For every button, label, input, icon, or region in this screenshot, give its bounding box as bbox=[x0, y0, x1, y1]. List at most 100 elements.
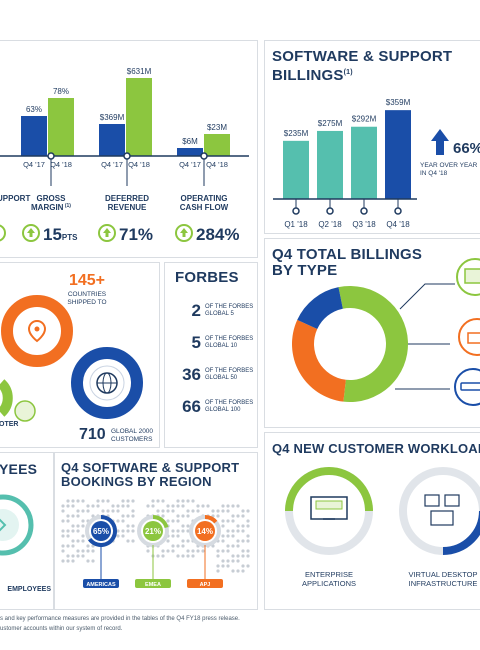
app-window-icon bbox=[315, 500, 343, 510]
map-dot bbox=[236, 524, 240, 528]
map-dot bbox=[171, 519, 175, 523]
map-dot bbox=[81, 554, 85, 558]
map-dot bbox=[96, 504, 100, 508]
map-dot bbox=[226, 509, 230, 513]
map-dot bbox=[126, 529, 130, 533]
map-dot bbox=[246, 564, 250, 568]
countries-text-1: COUNTRIES bbox=[68, 291, 107, 298]
map-dot bbox=[116, 534, 120, 538]
region-tag bbox=[135, 579, 171, 588]
map-dot bbox=[191, 549, 195, 553]
value-label-prior: $369M bbox=[100, 113, 125, 122]
forbes-line-2: GLOBAL 100 bbox=[205, 407, 241, 413]
billing-bar bbox=[351, 126, 377, 199]
map-dot bbox=[241, 524, 245, 528]
vm-icon bbox=[424, 494, 440, 507]
map-dot bbox=[171, 549, 175, 553]
map-dot bbox=[191, 554, 195, 558]
bar-prior bbox=[99, 124, 125, 156]
map-dot bbox=[76, 514, 80, 518]
map-dot bbox=[246, 519, 250, 523]
metric-unit: PTS bbox=[62, 233, 78, 242]
software-support-panel: SOFTWARE & SUPPORT BILLINGS(1) $235M Q1 '… bbox=[264, 40, 480, 234]
map-dot bbox=[126, 504, 130, 508]
map-dot bbox=[171, 529, 175, 533]
map-dot bbox=[71, 504, 75, 508]
arrow-up-icon bbox=[27, 228, 35, 237]
map-pin-dot bbox=[34, 326, 40, 332]
x-label-current: Q4 '18 bbox=[206, 160, 228, 169]
map-dot bbox=[231, 559, 235, 563]
map-dot bbox=[171, 504, 175, 508]
desktop-icon bbox=[430, 510, 454, 526]
map-dot bbox=[121, 519, 125, 523]
map-dot bbox=[196, 549, 200, 553]
map-dot bbox=[236, 504, 240, 508]
billing-x-label: Q2 '18 bbox=[318, 220, 342, 229]
map-dot bbox=[86, 549, 90, 553]
value-label-prior: 63% bbox=[26, 105, 42, 114]
tick-dot bbox=[326, 207, 334, 215]
region-label: EMEA bbox=[145, 582, 161, 588]
map-dot bbox=[236, 569, 240, 573]
map-dot bbox=[221, 504, 225, 508]
map-dot bbox=[246, 539, 250, 543]
map-dot bbox=[111, 504, 115, 508]
employees-graphic: EMPLOYEES bbox=[0, 494, 51, 593]
workload-ring bbox=[442, 510, 480, 555]
map-dot bbox=[71, 499, 75, 503]
map-dot bbox=[181, 499, 185, 503]
value-label-prior: $6M bbox=[182, 137, 198, 146]
map-dot bbox=[216, 564, 220, 568]
map-dot bbox=[201, 549, 205, 553]
map-dot bbox=[166, 519, 170, 523]
map-dot bbox=[186, 554, 190, 558]
map-dot bbox=[121, 499, 125, 503]
billing-value-label: $292M bbox=[352, 115, 377, 124]
map-dot bbox=[156, 554, 160, 558]
map-dot bbox=[246, 509, 250, 513]
map-dot bbox=[226, 519, 230, 523]
map-dot bbox=[231, 519, 235, 523]
employees-ring bbox=[0, 494, 34, 556]
map-dot bbox=[126, 514, 130, 518]
map-dot bbox=[61, 534, 65, 538]
map-dot bbox=[226, 529, 230, 533]
metric-value: 71% bbox=[119, 225, 153, 244]
map-dot bbox=[116, 504, 120, 508]
map-dot bbox=[66, 554, 70, 558]
badge-icon bbox=[14, 400, 36, 422]
metric-label: GROSS bbox=[37, 194, 67, 203]
forbes-item: 5 OF THE FORBES GLOBAL 10 bbox=[173, 333, 257, 361]
arrow-up-icon bbox=[180, 228, 188, 237]
workload-label-1: ENTERPRISE bbox=[305, 570, 353, 579]
forbes-line-1: OF THE FORBES bbox=[205, 304, 254, 310]
x-label-prior: Q4 '17 bbox=[23, 160, 45, 169]
connector-dot bbox=[123, 152, 131, 160]
map-dot bbox=[226, 549, 230, 553]
title-line-2: BOOKINGS BY REGION bbox=[61, 474, 212, 489]
customers-text-1: GLOBAL 2000 bbox=[111, 428, 153, 435]
map-dot bbox=[231, 554, 235, 558]
map-dot bbox=[206, 504, 210, 508]
bar-current bbox=[48, 98, 74, 156]
map-dot bbox=[176, 544, 180, 548]
map-dot bbox=[186, 549, 190, 553]
footnote-2: ustomer accounts within our system of re… bbox=[0, 626, 123, 632]
metric-label: UPPORT bbox=[0, 194, 30, 203]
region-ring bbox=[204, 515, 218, 524]
map-dot bbox=[241, 569, 245, 573]
map-dot bbox=[181, 524, 185, 528]
map-dot bbox=[246, 554, 250, 558]
map-dot bbox=[221, 549, 225, 553]
billings-type-title: Q4 TOTAL BILLINGS BY TYPE bbox=[272, 247, 422, 279]
map-dot bbox=[181, 554, 185, 558]
map-dot bbox=[181, 504, 185, 508]
map-dot bbox=[176, 504, 180, 508]
map-dot bbox=[211, 509, 215, 513]
forbes-item: 66 OF THE FORBES GLOBAL 100 bbox=[173, 397, 257, 425]
map-dot bbox=[216, 554, 220, 558]
map-dot bbox=[161, 514, 165, 518]
metric-label-2: REVENUE bbox=[108, 203, 147, 212]
map-dot bbox=[241, 539, 245, 543]
